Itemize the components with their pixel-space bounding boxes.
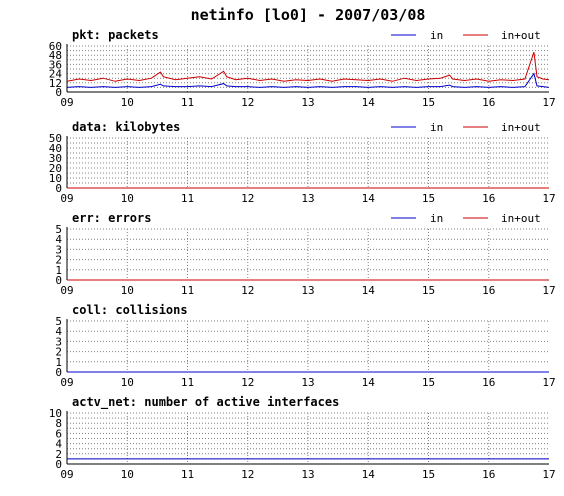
x-tick-label: 14 bbox=[362, 468, 376, 481]
x-tick-label: 15 bbox=[422, 376, 435, 389]
y-tick-label: 50 bbox=[49, 132, 62, 145]
x-tick-label: 13 bbox=[301, 284, 314, 297]
x-tick-label: 13 bbox=[301, 96, 314, 109]
x-tick-label: 14 bbox=[362, 96, 376, 109]
x-tick-label: 17 bbox=[542, 376, 555, 389]
y-tick-label: 6 bbox=[55, 427, 62, 440]
x-tick-label: 09 bbox=[60, 468, 73, 481]
x-tick-label: 10 bbox=[121, 468, 134, 481]
legend-label-in: in bbox=[430, 29, 443, 42]
panel-title: err: errors bbox=[72, 211, 151, 225]
x-tick-label: 11 bbox=[181, 192, 194, 205]
x-tick-label: 12 bbox=[241, 96, 254, 109]
x-tick-label: 09 bbox=[60, 284, 73, 297]
x-tick-label: 14 bbox=[362, 192, 376, 205]
legend-label-in: in bbox=[430, 121, 443, 134]
x-tick-label: 10 bbox=[121, 284, 134, 297]
x-tick-label: 15 bbox=[422, 284, 435, 297]
y-tick-label: 2 bbox=[55, 448, 62, 461]
series-line-in bbox=[66, 72, 550, 88]
y-tick-label: 0 bbox=[55, 458, 62, 471]
y-tick-label: 1 bbox=[55, 264, 62, 277]
x-tick-label: 15 bbox=[422, 192, 435, 205]
x-tick-label: 10 bbox=[121, 96, 134, 109]
y-tick-label: 10 bbox=[49, 172, 62, 185]
x-tick-label: 16 bbox=[482, 192, 495, 205]
y-tick-label: 36 bbox=[49, 58, 62, 71]
y-tick-label: 5 bbox=[55, 223, 62, 236]
y-tick-label: 10 bbox=[49, 407, 62, 420]
y-tick-label: 2 bbox=[55, 346, 62, 359]
x-tick-label: 16 bbox=[482, 376, 495, 389]
x-tick-label: 12 bbox=[241, 468, 254, 481]
y-tick-label: 5 bbox=[55, 315, 62, 328]
x-tick-label: 11 bbox=[181, 284, 194, 297]
y-tick-label: 4 bbox=[55, 325, 62, 338]
x-tick-label: 17 bbox=[542, 468, 555, 481]
y-tick-label: 4 bbox=[55, 233, 62, 246]
legend-label-in-out: in+out bbox=[501, 121, 541, 134]
x-tick-label: 11 bbox=[181, 468, 194, 481]
y-tick-label: 20 bbox=[49, 162, 62, 175]
x-tick-label: 16 bbox=[482, 96, 495, 109]
y-tick-label: 12 bbox=[49, 77, 62, 90]
y-tick-label: 3 bbox=[55, 335, 62, 348]
series-line-in-out bbox=[66, 51, 550, 82]
x-tick-label: 13 bbox=[301, 468, 314, 481]
y-tick-label: 30 bbox=[49, 152, 62, 165]
y-tick-label: 1 bbox=[55, 356, 62, 369]
x-tick-label: 14 bbox=[362, 284, 376, 297]
x-tick-label: 10 bbox=[121, 376, 134, 389]
x-tick-label: 12 bbox=[241, 284, 254, 297]
page-title: netinfo [lo0] - 2007/03/08 bbox=[191, 6, 426, 24]
x-tick-label: 12 bbox=[241, 192, 254, 205]
x-tick-label: 17 bbox=[542, 96, 555, 109]
x-tick-label: 16 bbox=[482, 284, 495, 297]
x-tick-label: 11 bbox=[181, 96, 194, 109]
panel-title: data: kilobytes bbox=[72, 120, 180, 134]
x-tick-label: 09 bbox=[60, 192, 73, 205]
panel-title: coll: collisions bbox=[72, 303, 188, 317]
x-tick-label: 13 bbox=[301, 376, 314, 389]
panel-title: pkt: packets bbox=[72, 28, 159, 42]
x-tick-label: 17 bbox=[542, 192, 555, 205]
x-tick-label: 15 bbox=[422, 468, 435, 481]
y-tick-label: 8 bbox=[55, 417, 62, 430]
y-tick-label: 0 bbox=[55, 86, 62, 99]
y-tick-label: 24 bbox=[49, 68, 63, 81]
y-tick-label: 2 bbox=[55, 254, 62, 267]
x-tick-label: 14 bbox=[362, 376, 376, 389]
x-tick-label: 13 bbox=[301, 192, 314, 205]
x-tick-label: 17 bbox=[542, 284, 555, 297]
x-tick-label: 15 bbox=[422, 96, 435, 109]
x-tick-label: 10 bbox=[121, 192, 134, 205]
panel-title: actv_net: number of active interfaces bbox=[72, 395, 339, 410]
x-tick-label: 16 bbox=[482, 468, 495, 481]
y-tick-label: 60 bbox=[49, 40, 62, 53]
y-tick-label: 40 bbox=[49, 142, 62, 155]
y-tick-label: 0 bbox=[55, 274, 62, 287]
y-tick-label: 0 bbox=[55, 182, 62, 195]
x-tick-label: 12 bbox=[241, 376, 254, 389]
x-tick-label: 09 bbox=[60, 376, 73, 389]
chart-panel-4: actv_net: number of active interfaces 024… bbox=[49, 395, 556, 481]
legend-label-in: in bbox=[430, 212, 443, 225]
y-tick-label: 48 bbox=[49, 49, 62, 62]
x-tick-label: 11 bbox=[181, 376, 194, 389]
y-tick-label: 0 bbox=[55, 366, 62, 379]
legend-label-in-out: in+out bbox=[501, 212, 541, 225]
legend-label-in-out: in+out bbox=[501, 29, 541, 42]
y-tick-label: 3 bbox=[55, 243, 62, 256]
x-tick-label: 09 bbox=[60, 96, 73, 109]
y-tick-label: 4 bbox=[55, 438, 62, 451]
